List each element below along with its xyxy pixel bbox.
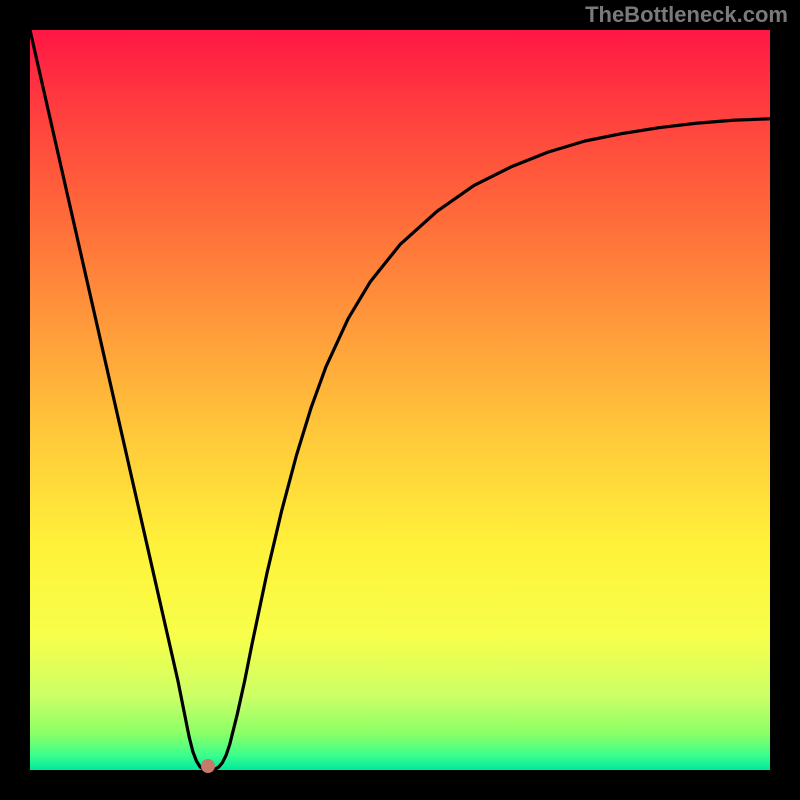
watermark-text: TheBottleneck.com — [585, 2, 788, 28]
curve-layer — [30, 30, 770, 770]
chart-root: TheBottleneck.com — [0, 0, 800, 800]
min-point-marker — [201, 759, 215, 773]
bottleneck-curve — [30, 30, 770, 770]
plot-area — [30, 30, 770, 770]
